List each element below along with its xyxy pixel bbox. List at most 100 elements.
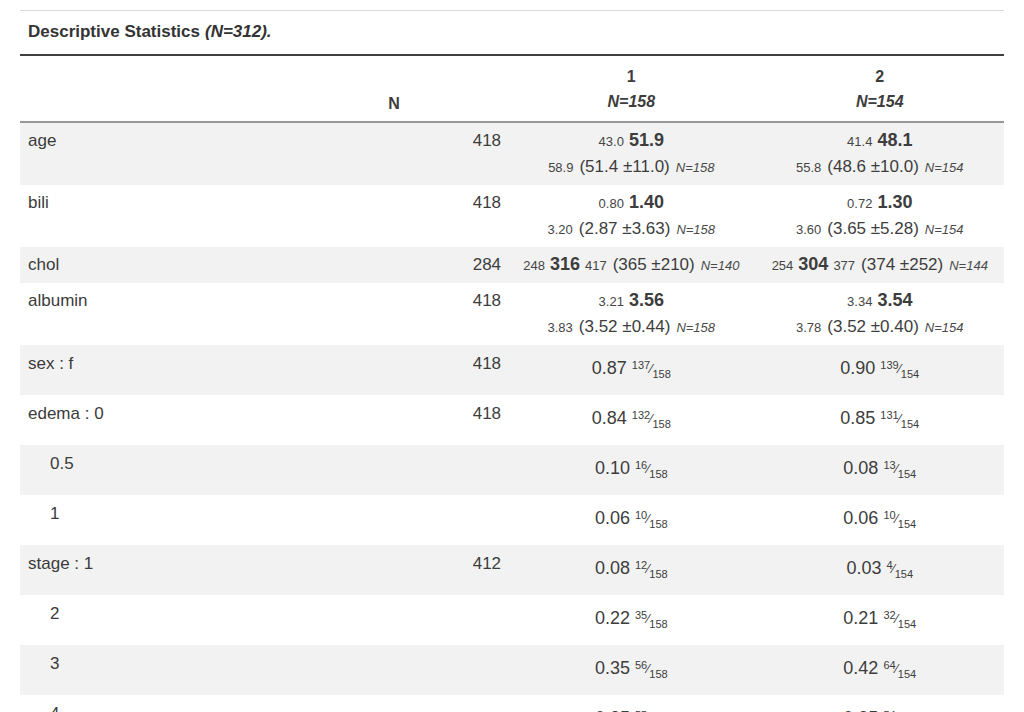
group-cell: 0.84132⁄158 xyxy=(507,395,755,445)
row-n-value xyxy=(281,495,507,545)
n-note: N=158 xyxy=(676,222,715,237)
lower-quartile: 3.21 xyxy=(599,294,624,309)
group-cell: 0.2235⁄158 xyxy=(507,595,755,645)
page-title: Descriptive Statistics(N=312). xyxy=(20,11,1004,54)
group-cell: 0.90 139⁄154 xyxy=(756,345,1004,395)
count-fraction: 13⁄154 xyxy=(883,459,916,478)
table-row: 0.50.1016⁄1580.0813⁄154 xyxy=(20,445,1004,495)
median: 1.40 xyxy=(629,192,664,212)
fraction-numerator: 139 xyxy=(880,359,898,371)
stats-line: 254304377(374 ±252)N=144 xyxy=(758,252,1002,278)
fraction-denominator: 158 xyxy=(649,518,667,530)
proportion-line: 0.10 16⁄158 xyxy=(509,453,753,487)
count-fraction: 32⁄154 xyxy=(883,609,916,628)
group-cell: 248316417(365 ±210)N=140 xyxy=(507,247,755,283)
count-fraction: 35⁄158 xyxy=(635,609,668,628)
proportion: 0.90 xyxy=(840,358,875,378)
fraction-denominator: 158 xyxy=(649,668,667,680)
lower-quartile: 248 xyxy=(523,258,545,273)
group-cell: 0.0610⁄158 xyxy=(507,495,755,545)
proportion-line: 0.0610⁄154 xyxy=(758,503,1002,537)
group-cell: 0.3556⁄158 xyxy=(507,645,755,695)
group-cell: 0.85131⁄154 xyxy=(756,395,1004,445)
group-cell: 0.2132⁄154 xyxy=(756,595,1004,645)
column-header-variable xyxy=(20,56,281,122)
mean-sd: (374 ±252) xyxy=(861,255,943,274)
mean-sd: (3.52 ±0.40) xyxy=(827,317,919,336)
group-id: 2 xyxy=(756,66,1004,88)
table-row: age41843.051.958.9(51.4 ±11.0)N=15841.44… xyxy=(20,122,1004,185)
proportion-line: 0.90 139⁄154 xyxy=(758,353,1002,387)
stats-line: 55.8 (48.6 ±10.0) N=154 xyxy=(758,154,1002,180)
proportion: 0.35 xyxy=(595,658,630,678)
proportion: 0.10 xyxy=(595,458,630,478)
fraction-numerator: 64 xyxy=(883,659,895,671)
mean-sd: (3.65 ±5.28) xyxy=(827,219,919,238)
lower-quartile: 41.4 xyxy=(847,134,872,149)
lower-quartile: 43.0 xyxy=(599,134,624,149)
fraction-denominator: 154 xyxy=(895,568,913,580)
descriptive-statistics-table: N 1N=1582N=154 age41843.051.958.9(51.4 ±… xyxy=(20,56,1004,712)
median: 3.54 xyxy=(877,290,912,310)
row-label: 3 xyxy=(20,645,281,695)
row-n-value: 284 xyxy=(281,247,507,283)
upper-quartile: 3.20 xyxy=(548,222,573,237)
quartile-median-line: 3.213.56 xyxy=(509,288,753,314)
n-note: N=140 xyxy=(701,258,740,273)
count-fraction: 12⁄158 xyxy=(635,559,668,578)
upper-quartile: 55.8 xyxy=(796,160,821,175)
group-column-header: 2N=154 xyxy=(756,56,1004,122)
proportion-line: 0.0610⁄158 xyxy=(509,503,753,537)
fraction-denominator: 158 xyxy=(652,418,670,430)
fraction-numerator: 13 xyxy=(883,459,895,471)
upper-quartile: 3.83 xyxy=(548,320,573,335)
fraction-denominator: 154 xyxy=(901,368,919,380)
proportion: 0.84 xyxy=(592,408,627,428)
count-fraction: 64⁄154 xyxy=(883,659,916,678)
proportion-line: 0.3554⁄154 xyxy=(758,703,1002,712)
proportion: 0.06 xyxy=(843,508,878,528)
proportion: 0.35 xyxy=(595,708,630,712)
row-label: chol xyxy=(20,247,281,283)
fraction-denominator: 158 xyxy=(649,568,667,580)
row-label: 0.5 xyxy=(20,445,281,495)
count-fraction: 16⁄158 xyxy=(635,459,668,478)
row-n-value: 418 xyxy=(281,122,507,185)
table-row: edema : 04180.84132⁄1580.85131⁄154 xyxy=(20,395,1004,445)
fraction-numerator: 132 xyxy=(632,409,650,421)
fraction-numerator: 56 xyxy=(635,659,647,671)
group-cell: 0.801.403.20(2.87 ±3.63)N=158 xyxy=(507,185,755,247)
row-label: albumin xyxy=(20,283,281,345)
fraction-numerator: 10 xyxy=(883,509,895,521)
median: 51.9 xyxy=(629,130,664,150)
group-id: 1 xyxy=(507,66,755,88)
proportion-line: 0.87137⁄158 xyxy=(509,353,753,387)
fraction-numerator: 137 xyxy=(632,359,650,371)
fraction-denominator: 154 xyxy=(898,518,916,530)
group-cell: 0.0610⁄154 xyxy=(756,495,1004,545)
mean-sd: (48.6 ±10.0) xyxy=(827,157,919,176)
lower-quartile: 3.34 xyxy=(847,294,872,309)
fraction-denominator: 154 xyxy=(898,618,916,630)
upper-quartile: 3.78 xyxy=(796,320,821,335)
table-row: 30.3556⁄1580.4264⁄154 xyxy=(20,645,1004,695)
group-cell: 41.448.1 55.8 (48.6 ±10.0) N=154 xyxy=(756,122,1004,185)
proportion-line: 0.08 12⁄158 xyxy=(509,553,753,587)
fraction-numerator: 131 xyxy=(880,409,898,421)
group-cell: 254304377(374 ±252)N=144 xyxy=(756,247,1004,283)
proportion: 0.08 xyxy=(595,558,630,578)
n-note: N=154 xyxy=(925,160,964,175)
group-cell: 0.08 12⁄158 xyxy=(507,545,755,595)
column-header-n: N xyxy=(281,56,507,122)
row-label: 2 xyxy=(20,595,281,645)
table-row: 2 0.2235⁄1580.2132⁄154 xyxy=(20,595,1004,645)
fraction-numerator: 12 xyxy=(635,559,647,571)
count-fraction: 139⁄154 xyxy=(880,359,919,378)
quartile-median-line: 41.448.1 xyxy=(758,128,1002,154)
group-cell: 43.051.958.9(51.4 ±11.0)N=158 xyxy=(507,122,755,185)
row-n-value: 418 xyxy=(281,283,507,345)
row-n-value: 418 xyxy=(281,395,507,445)
row-n-value: 412 xyxy=(281,545,507,595)
group-cell: 0.721.303.60(3.65 ±5.28)N=154 xyxy=(756,185,1004,247)
quartile-median-line: 43.0 51.9 xyxy=(509,128,753,154)
